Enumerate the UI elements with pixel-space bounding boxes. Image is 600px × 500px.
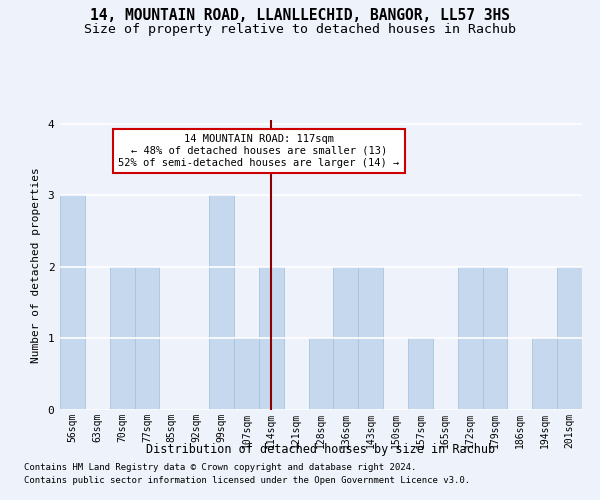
Text: 14 MOUNTAIN ROAD: 117sqm
← 48% of detached houses are smaller (13)
52% of semi-d: 14 MOUNTAIN ROAD: 117sqm ← 48% of detach…: [118, 134, 400, 168]
Y-axis label: Number of detached properties: Number of detached properties: [31, 167, 41, 363]
Bar: [557, 267, 582, 410]
Text: Contains public sector information licensed under the Open Government Licence v3: Contains public sector information licen…: [24, 476, 470, 485]
Bar: [60, 195, 85, 410]
Bar: [308, 338, 334, 410]
Bar: [110, 267, 134, 410]
Text: 14, MOUNTAIN ROAD, LLANLLECHID, BANGOR, LL57 3HS: 14, MOUNTAIN ROAD, LLANLLECHID, BANGOR, …: [90, 8, 510, 22]
Bar: [209, 195, 234, 410]
Bar: [458, 267, 482, 410]
Bar: [408, 338, 433, 410]
Bar: [259, 267, 284, 410]
Bar: [234, 338, 259, 410]
Bar: [134, 267, 160, 410]
Bar: [334, 267, 358, 410]
Text: Distribution of detached houses by size in Rachub: Distribution of detached houses by size …: [146, 442, 496, 456]
Bar: [358, 267, 383, 410]
Bar: [532, 338, 557, 410]
Text: Size of property relative to detached houses in Rachub: Size of property relative to detached ho…: [84, 22, 516, 36]
Text: Contains HM Land Registry data © Crown copyright and database right 2024.: Contains HM Land Registry data © Crown c…: [24, 464, 416, 472]
Bar: [482, 267, 508, 410]
